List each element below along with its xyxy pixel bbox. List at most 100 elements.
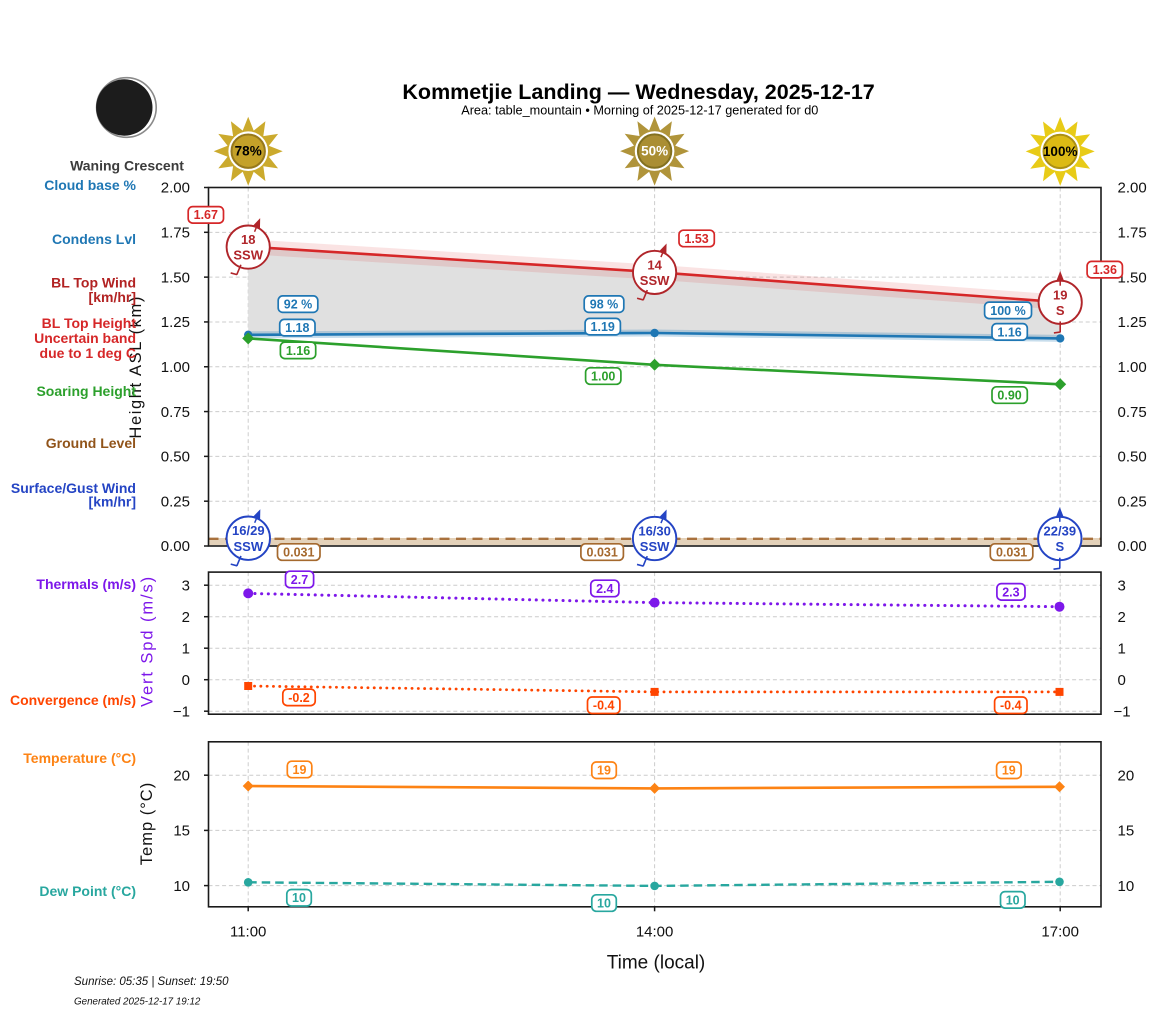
svg-text:0.00: 0.00 — [1118, 538, 1147, 555]
svg-text:17:00: 17:00 — [1041, 924, 1079, 941]
svg-text:19: 19 — [597, 764, 611, 778]
svg-text:16/30: 16/30 — [638, 524, 671, 539]
svg-text:18: 18 — [241, 232, 255, 247]
svg-text:1.50: 1.50 — [1118, 269, 1147, 286]
svg-text:1: 1 — [182, 640, 190, 657]
svg-text:Uncertain band: Uncertain band — [34, 330, 136, 346]
svg-text:SSW: SSW — [640, 273, 670, 288]
svg-text:due to 1 deg C: due to 1 deg C — [40, 345, 136, 361]
svg-text:0.75: 0.75 — [1118, 404, 1147, 421]
svg-text:−1: −1 — [173, 703, 190, 720]
svg-text:Kommetjie Landing — Wednesday,: Kommetjie Landing — Wednesday, 2025-12-1… — [402, 80, 874, 104]
svg-text:1: 1 — [1118, 640, 1126, 657]
svg-text:78%: 78% — [235, 144, 262, 159]
svg-text:−1: −1 — [1114, 703, 1131, 720]
svg-text:Temp (°C): Temp (°C) — [138, 782, 156, 865]
svg-text:0.031: 0.031 — [587, 545, 618, 559]
svg-text:100%: 100% — [1043, 144, 1078, 159]
svg-text:14:00: 14:00 — [636, 924, 674, 941]
svg-text:0.50: 0.50 — [161, 449, 190, 466]
svg-text:50%: 50% — [641, 144, 668, 159]
svg-text:S: S — [1056, 303, 1065, 318]
svg-text:10: 10 — [1118, 878, 1135, 895]
svg-text:0.50: 0.50 — [1118, 449, 1147, 466]
svg-text:SSW: SSW — [233, 539, 263, 554]
svg-text:Sunrise: 05:35 | Sunset: 19:50: Sunrise: 05:35 | Sunset: 19:50 — [74, 976, 229, 988]
svg-text:0.031: 0.031 — [283, 545, 314, 559]
svg-text:10: 10 — [1006, 893, 1020, 907]
svg-text:Soaring Height: Soaring Height — [36, 383, 136, 399]
svg-text:2: 2 — [1118, 609, 1126, 626]
svg-text:1.00: 1.00 — [1118, 359, 1147, 376]
svg-text:0.75: 0.75 — [161, 404, 190, 421]
svg-text:Temperature (°C): Temperature (°C) — [23, 750, 136, 766]
svg-text:14: 14 — [647, 257, 662, 272]
svg-text:11:00: 11:00 — [230, 924, 266, 941]
svg-text:20: 20 — [1118, 767, 1135, 784]
svg-text:15: 15 — [1118, 823, 1135, 840]
svg-text:2.00: 2.00 — [161, 180, 190, 197]
svg-text:Area: table_mountain • Morning: Area: table_mountain • Morning of 2025-1… — [461, 104, 818, 118]
svg-text:1.16: 1.16 — [997, 325, 1021, 339]
svg-text:19: 19 — [293, 763, 307, 777]
svg-text:BL Top Height: BL Top Height — [42, 315, 137, 331]
svg-text:2.4: 2.4 — [596, 582, 613, 596]
svg-text:0: 0 — [1118, 672, 1126, 689]
svg-text:0.25: 0.25 — [161, 493, 190, 510]
svg-text:0.25: 0.25 — [1118, 493, 1147, 510]
svg-text:Vert Spd (m/s): Vert Spd (m/s) — [139, 575, 157, 707]
svg-text:Surface/Gust Wind: Surface/Gust Wind — [11, 480, 136, 496]
svg-text:100 %: 100 % — [990, 304, 1025, 318]
svg-text:3: 3 — [1118, 577, 1126, 594]
svg-text:Generated 2025-12-17 19:12: Generated 2025-12-17 19:12 — [74, 997, 201, 1008]
svg-text:92 %: 92 % — [284, 298, 313, 312]
svg-text:1.50: 1.50 — [161, 269, 190, 286]
svg-text:2.3: 2.3 — [1002, 585, 1019, 599]
svg-text:10: 10 — [597, 896, 611, 910]
svg-text:3: 3 — [182, 577, 190, 594]
svg-text:-0.2: -0.2 — [288, 691, 310, 705]
svg-text:1.25: 1.25 — [1118, 314, 1147, 331]
svg-text:Cloud base %: Cloud base % — [44, 177, 136, 193]
svg-text:20: 20 — [173, 767, 190, 784]
svg-text:1.19: 1.19 — [591, 320, 615, 334]
svg-text:1.75: 1.75 — [1118, 225, 1147, 242]
svg-text:19: 19 — [1002, 764, 1016, 778]
svg-text:2: 2 — [182, 609, 190, 626]
svg-text:19: 19 — [1053, 287, 1067, 302]
svg-text:1.67: 1.67 — [194, 208, 218, 222]
svg-text:SSW: SSW — [233, 248, 263, 263]
svg-text:2.7: 2.7 — [291, 573, 308, 587]
svg-text:1.36: 1.36 — [1093, 263, 1117, 277]
svg-text:-0.4: -0.4 — [593, 699, 615, 713]
svg-text:Ground Level: Ground Level — [46, 435, 136, 451]
svg-text:1.25: 1.25 — [161, 314, 190, 331]
svg-text:Convergence (m/s): Convergence (m/s) — [10, 692, 136, 708]
svg-text:[km/hr]: [km/hr] — [89, 289, 136, 305]
svg-text:0.031: 0.031 — [996, 545, 1027, 559]
svg-text:0: 0 — [182, 672, 190, 689]
svg-text:0.00: 0.00 — [161, 538, 190, 555]
svg-text:1.53: 1.53 — [684, 232, 708, 246]
svg-text:1.16: 1.16 — [286, 344, 310, 358]
svg-text:16/29: 16/29 — [232, 523, 265, 538]
svg-text:Dew Point (°C): Dew Point (°C) — [39, 883, 136, 899]
svg-text:98 %: 98 % — [590, 298, 619, 312]
svg-text:[km/hr]: [km/hr] — [89, 494, 136, 510]
svg-text:1.75: 1.75 — [161, 225, 190, 242]
svg-text:1.18: 1.18 — [285, 321, 309, 335]
svg-text:Waning Crescent: Waning Crescent — [70, 158, 184, 174]
svg-text:BL Top Wind: BL Top Wind — [51, 275, 136, 291]
svg-text:S: S — [1055, 539, 1064, 554]
svg-text:0.90: 0.90 — [997, 388, 1021, 402]
svg-text:Time (local): Time (local) — [607, 953, 706, 974]
svg-text:2.00: 2.00 — [1118, 180, 1147, 197]
svg-text:Condens Lvl: Condens Lvl — [52, 231, 136, 247]
svg-text:22/39: 22/39 — [1044, 524, 1077, 539]
svg-text:Thermals (m/s): Thermals (m/s) — [36, 576, 136, 592]
svg-text:10: 10 — [173, 878, 190, 895]
svg-text:10: 10 — [292, 891, 306, 905]
svg-text:SSW: SSW — [640, 539, 670, 554]
svg-text:15: 15 — [173, 823, 190, 840]
svg-text:1.00: 1.00 — [591, 369, 615, 383]
